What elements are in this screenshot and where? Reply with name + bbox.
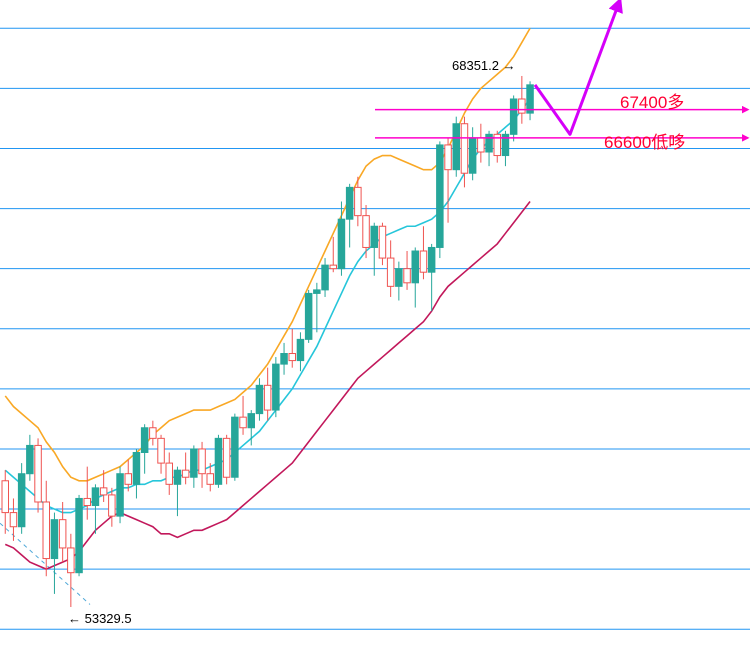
candle-body	[379, 226, 386, 258]
candle-body	[510, 99, 517, 134]
candle-body	[100, 488, 107, 495]
candle-body	[117, 474, 124, 516]
candle-body	[240, 417, 247, 428]
candle-body	[68, 548, 75, 573]
candle-body	[2, 481, 9, 513]
candle-body	[305, 293, 312, 339]
candle-body	[322, 265, 329, 290]
candle-body	[76, 498, 83, 572]
chart-container: 68351.2 → ← 53329.5 67400多 66600低哆	[0, 0, 750, 654]
candle-body	[150, 428, 157, 439]
candle-body	[519, 99, 526, 113]
candle-body	[314, 290, 321, 294]
candle-body	[396, 269, 403, 287]
candle-body	[387, 258, 394, 286]
candle-body	[338, 219, 345, 268]
candle-body	[199, 449, 206, 474]
candle-body	[355, 187, 362, 215]
candle-body	[453, 124, 460, 170]
candle-body	[428, 247, 435, 272]
projection-arrow	[535, 0, 620, 134]
entry-level-1-label: 67400多	[620, 88, 684, 113]
candle-body	[182, 470, 189, 477]
candle-body	[346, 187, 353, 219]
candle-body	[215, 438, 222, 484]
candle-body	[18, 474, 25, 527]
low-price-label: ← 53329.5	[68, 611, 132, 626]
candle-body	[404, 269, 411, 283]
candle-body	[486, 134, 493, 152]
candle-body	[141, 428, 148, 453]
candle-body	[158, 438, 165, 463]
candle-body	[10, 513, 17, 527]
candle-body	[109, 495, 116, 516]
candle-body	[420, 251, 427, 272]
candle-body	[207, 474, 214, 485]
candle-body	[478, 138, 485, 152]
high-price-label: 68351.2 →	[452, 58, 516, 73]
candle-body	[166, 463, 173, 484]
candle-body	[174, 470, 181, 484]
candle-body	[125, 474, 132, 485]
candle-body	[412, 251, 419, 283]
candle-body	[223, 438, 230, 477]
candle-body	[232, 417, 239, 477]
candle-body	[92, 488, 99, 506]
candle-body	[445, 145, 452, 170]
candle-body	[273, 364, 280, 410]
candle-body	[248, 414, 255, 428]
candle-body	[59, 520, 66, 548]
candle-body	[191, 449, 198, 477]
candle-body	[27, 445, 33, 473]
candle-body	[330, 265, 337, 269]
candle-body	[133, 452, 140, 484]
candle-body	[281, 354, 288, 365]
candle-body	[289, 354, 296, 361]
candle-body	[461, 124, 468, 173]
candle-body	[256, 385, 263, 413]
candle-body	[35, 445, 42, 502]
candle-body	[43, 502, 50, 559]
candle-body	[264, 385, 271, 410]
candle-body	[371, 226, 378, 247]
candle-body	[51, 520, 58, 559]
candle-body	[363, 216, 370, 248]
candle-body	[84, 498, 91, 505]
entry-level-2-label: 66600低哆	[604, 128, 685, 153]
candle-body	[437, 145, 444, 248]
candle-body	[297, 339, 304, 360]
candle-body	[469, 138, 476, 173]
